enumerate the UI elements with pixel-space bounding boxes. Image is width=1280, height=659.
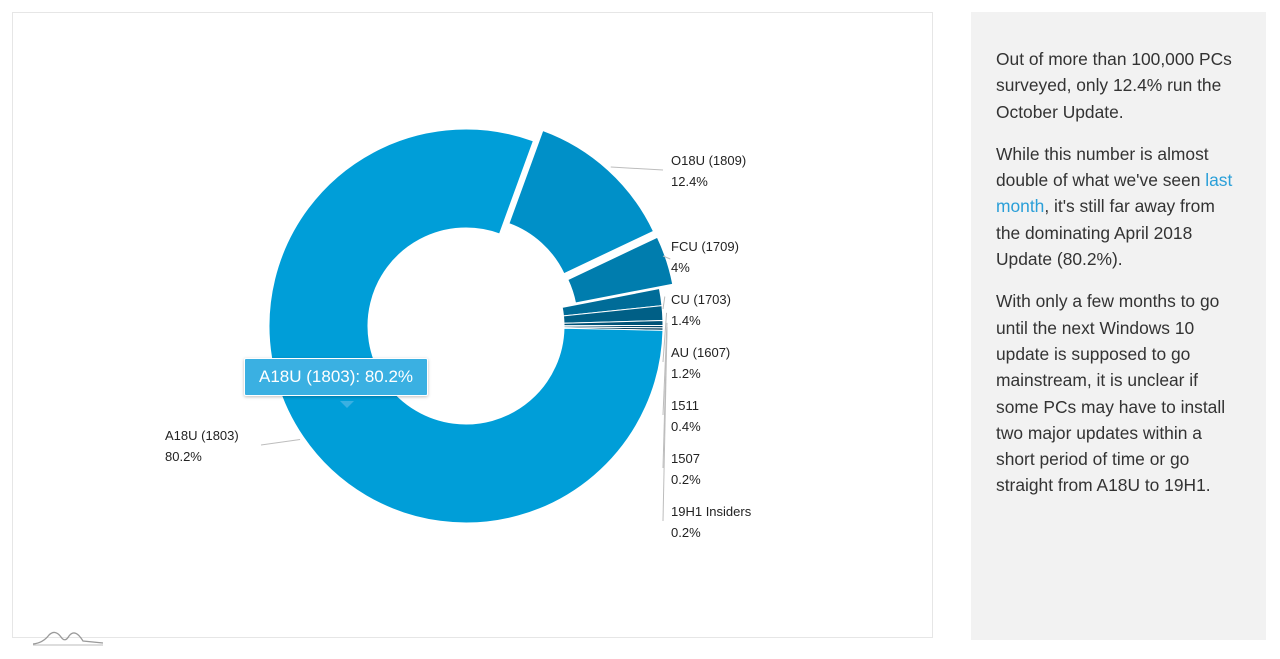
slice-label-name: O18U (1809) [671,153,746,168]
slice-label-name: 19H1 Insiders [671,504,752,519]
leader-line [610,166,664,171]
summary-paragraph-2-text-a: While this number is almost double of wh… [996,143,1209,191]
slice-label-value: 4% [671,260,690,275]
side-panel: Out of more than 100,000 PCs surveyed, o… [971,12,1266,640]
summary-paragraph-2-text-b: , it's still far away from the dominatin… [996,196,1215,270]
summary-paragraph-1: Out of more than 100,000 PCs surveyed, o… [996,49,1232,122]
slice-label-value: 12.4% [671,174,708,189]
slice-label-value: 0.2% [671,472,701,487]
slice-label-value: 1.4% [671,313,701,328]
slice-label-name: CU (1703) [671,292,731,307]
slice-label-value: 0.4% [671,419,701,434]
slice-label-name: A18U (1803) [165,428,239,443]
slice-label-value: 1.2% [671,366,701,381]
leader-line [662,296,666,310]
summary-paragraph-2: While this number is almost double of wh… [996,141,1241,272]
chart-logo-icon [32,631,103,646]
donut-chart: O18U (1809) 12.4% FCU (1709) 4% CU (1703) 1.4… [165,128,752,540]
leader-line [662,312,668,363]
slice-a18u-1803[interactable] [268,128,664,524]
leader-line [662,329,668,522]
chart-panel: O18U (1809) 12.4% FCU (1709) 4% CU (1703) 1.4… [12,12,933,646]
slice-fcu-1709[interactable] [567,236,674,304]
slice-label-value: 80.2% [165,449,202,464]
slice-label-name: AU (1607) [671,345,730,360]
leader-line [260,438,301,446]
slice-label-name: 1507 [671,451,700,466]
leader-line [662,255,671,260]
slice-label-value: 0.2% [671,525,701,540]
tooltip-arrow [340,401,354,408]
summary-paragraph-3: With only a few months to go until the n… [996,291,1226,496]
last-month-link[interactable]: last month [996,170,1233,217]
slice-label-name: FCU (1709) [671,239,739,254]
slice-tooltip: A18U (1803): 80.2% [244,358,429,396]
slice-label-name: 1511 [671,398,699,413]
slice-o18u-1809[interactable] [508,129,655,275]
